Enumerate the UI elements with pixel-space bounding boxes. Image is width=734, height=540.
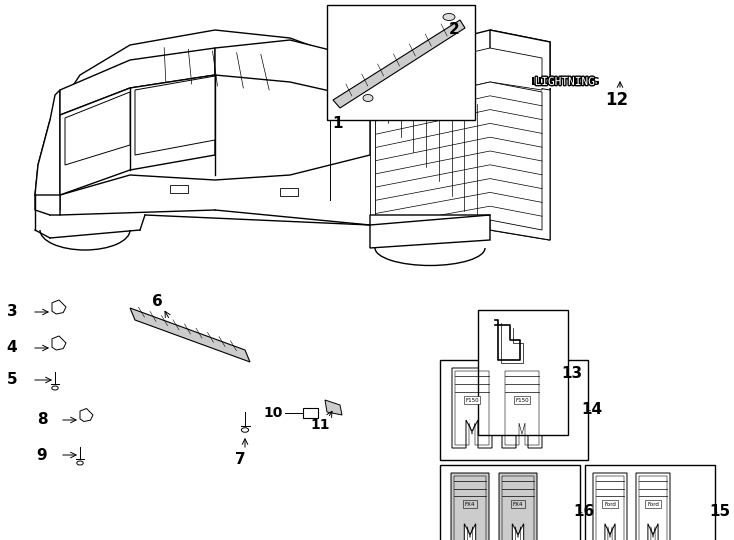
Polygon shape bbox=[215, 40, 370, 100]
Text: 7: 7 bbox=[235, 453, 245, 468]
Polygon shape bbox=[65, 92, 130, 165]
Polygon shape bbox=[370, 215, 490, 248]
Polygon shape bbox=[375, 48, 542, 108]
Polygon shape bbox=[593, 473, 627, 540]
Polygon shape bbox=[60, 48, 215, 115]
Text: Ford: Ford bbox=[647, 502, 659, 507]
Polygon shape bbox=[60, 75, 215, 195]
Polygon shape bbox=[451, 473, 489, 540]
Text: F150: F150 bbox=[515, 397, 528, 402]
Polygon shape bbox=[35, 90, 60, 215]
Text: 9: 9 bbox=[37, 448, 47, 462]
Text: FX4: FX4 bbox=[513, 502, 523, 507]
Text: 12: 12 bbox=[606, 91, 628, 109]
Polygon shape bbox=[333, 20, 465, 108]
Text: 8: 8 bbox=[37, 413, 47, 428]
Text: 14: 14 bbox=[581, 402, 603, 417]
Ellipse shape bbox=[363, 94, 373, 102]
Polygon shape bbox=[502, 368, 542, 448]
Text: 2: 2 bbox=[448, 23, 459, 37]
Polygon shape bbox=[52, 336, 66, 350]
Polygon shape bbox=[375, 82, 542, 240]
Ellipse shape bbox=[516, 392, 522, 396]
Ellipse shape bbox=[443, 14, 455, 21]
Polygon shape bbox=[490, 80, 550, 240]
Ellipse shape bbox=[77, 461, 83, 465]
Text: LIGHTNING: LIGHTNING bbox=[534, 77, 595, 87]
Polygon shape bbox=[370, 60, 375, 240]
Polygon shape bbox=[52, 300, 66, 314]
Bar bbox=[478, 310, 568, 435]
Text: F150: F150 bbox=[465, 397, 479, 402]
Polygon shape bbox=[135, 76, 215, 155]
Text: 3: 3 bbox=[7, 305, 18, 320]
Text: 15: 15 bbox=[710, 504, 730, 519]
Polygon shape bbox=[452, 368, 492, 448]
Polygon shape bbox=[636, 473, 670, 540]
Text: 6: 6 bbox=[152, 294, 162, 309]
Bar bbox=[440, 465, 580, 540]
Text: 10: 10 bbox=[264, 406, 283, 420]
Polygon shape bbox=[35, 195, 60, 215]
Polygon shape bbox=[130, 308, 250, 362]
Polygon shape bbox=[303, 408, 318, 418]
Polygon shape bbox=[325, 400, 342, 415]
Text: 16: 16 bbox=[573, 504, 595, 519]
Text: LIGHTNING: LIGHTNING bbox=[531, 77, 600, 87]
Polygon shape bbox=[499, 473, 537, 540]
Bar bbox=[327, 5, 475, 120]
Ellipse shape bbox=[52, 386, 58, 390]
Polygon shape bbox=[370, 30, 550, 110]
Text: Ford: Ford bbox=[604, 502, 616, 507]
Bar bbox=[585, 465, 715, 540]
Bar bbox=[170, 185, 188, 193]
Bar bbox=[440, 360, 588, 460]
Text: 11: 11 bbox=[310, 418, 330, 432]
Text: 13: 13 bbox=[562, 366, 583, 381]
Text: 1: 1 bbox=[333, 116, 344, 131]
Ellipse shape bbox=[241, 428, 249, 432]
Text: FX4: FX4 bbox=[465, 502, 475, 507]
Text: 4: 4 bbox=[7, 341, 18, 355]
Polygon shape bbox=[35, 30, 370, 195]
Text: 5: 5 bbox=[7, 373, 18, 388]
Bar bbox=[280, 188, 298, 196]
Polygon shape bbox=[80, 408, 93, 422]
Polygon shape bbox=[490, 30, 550, 240]
